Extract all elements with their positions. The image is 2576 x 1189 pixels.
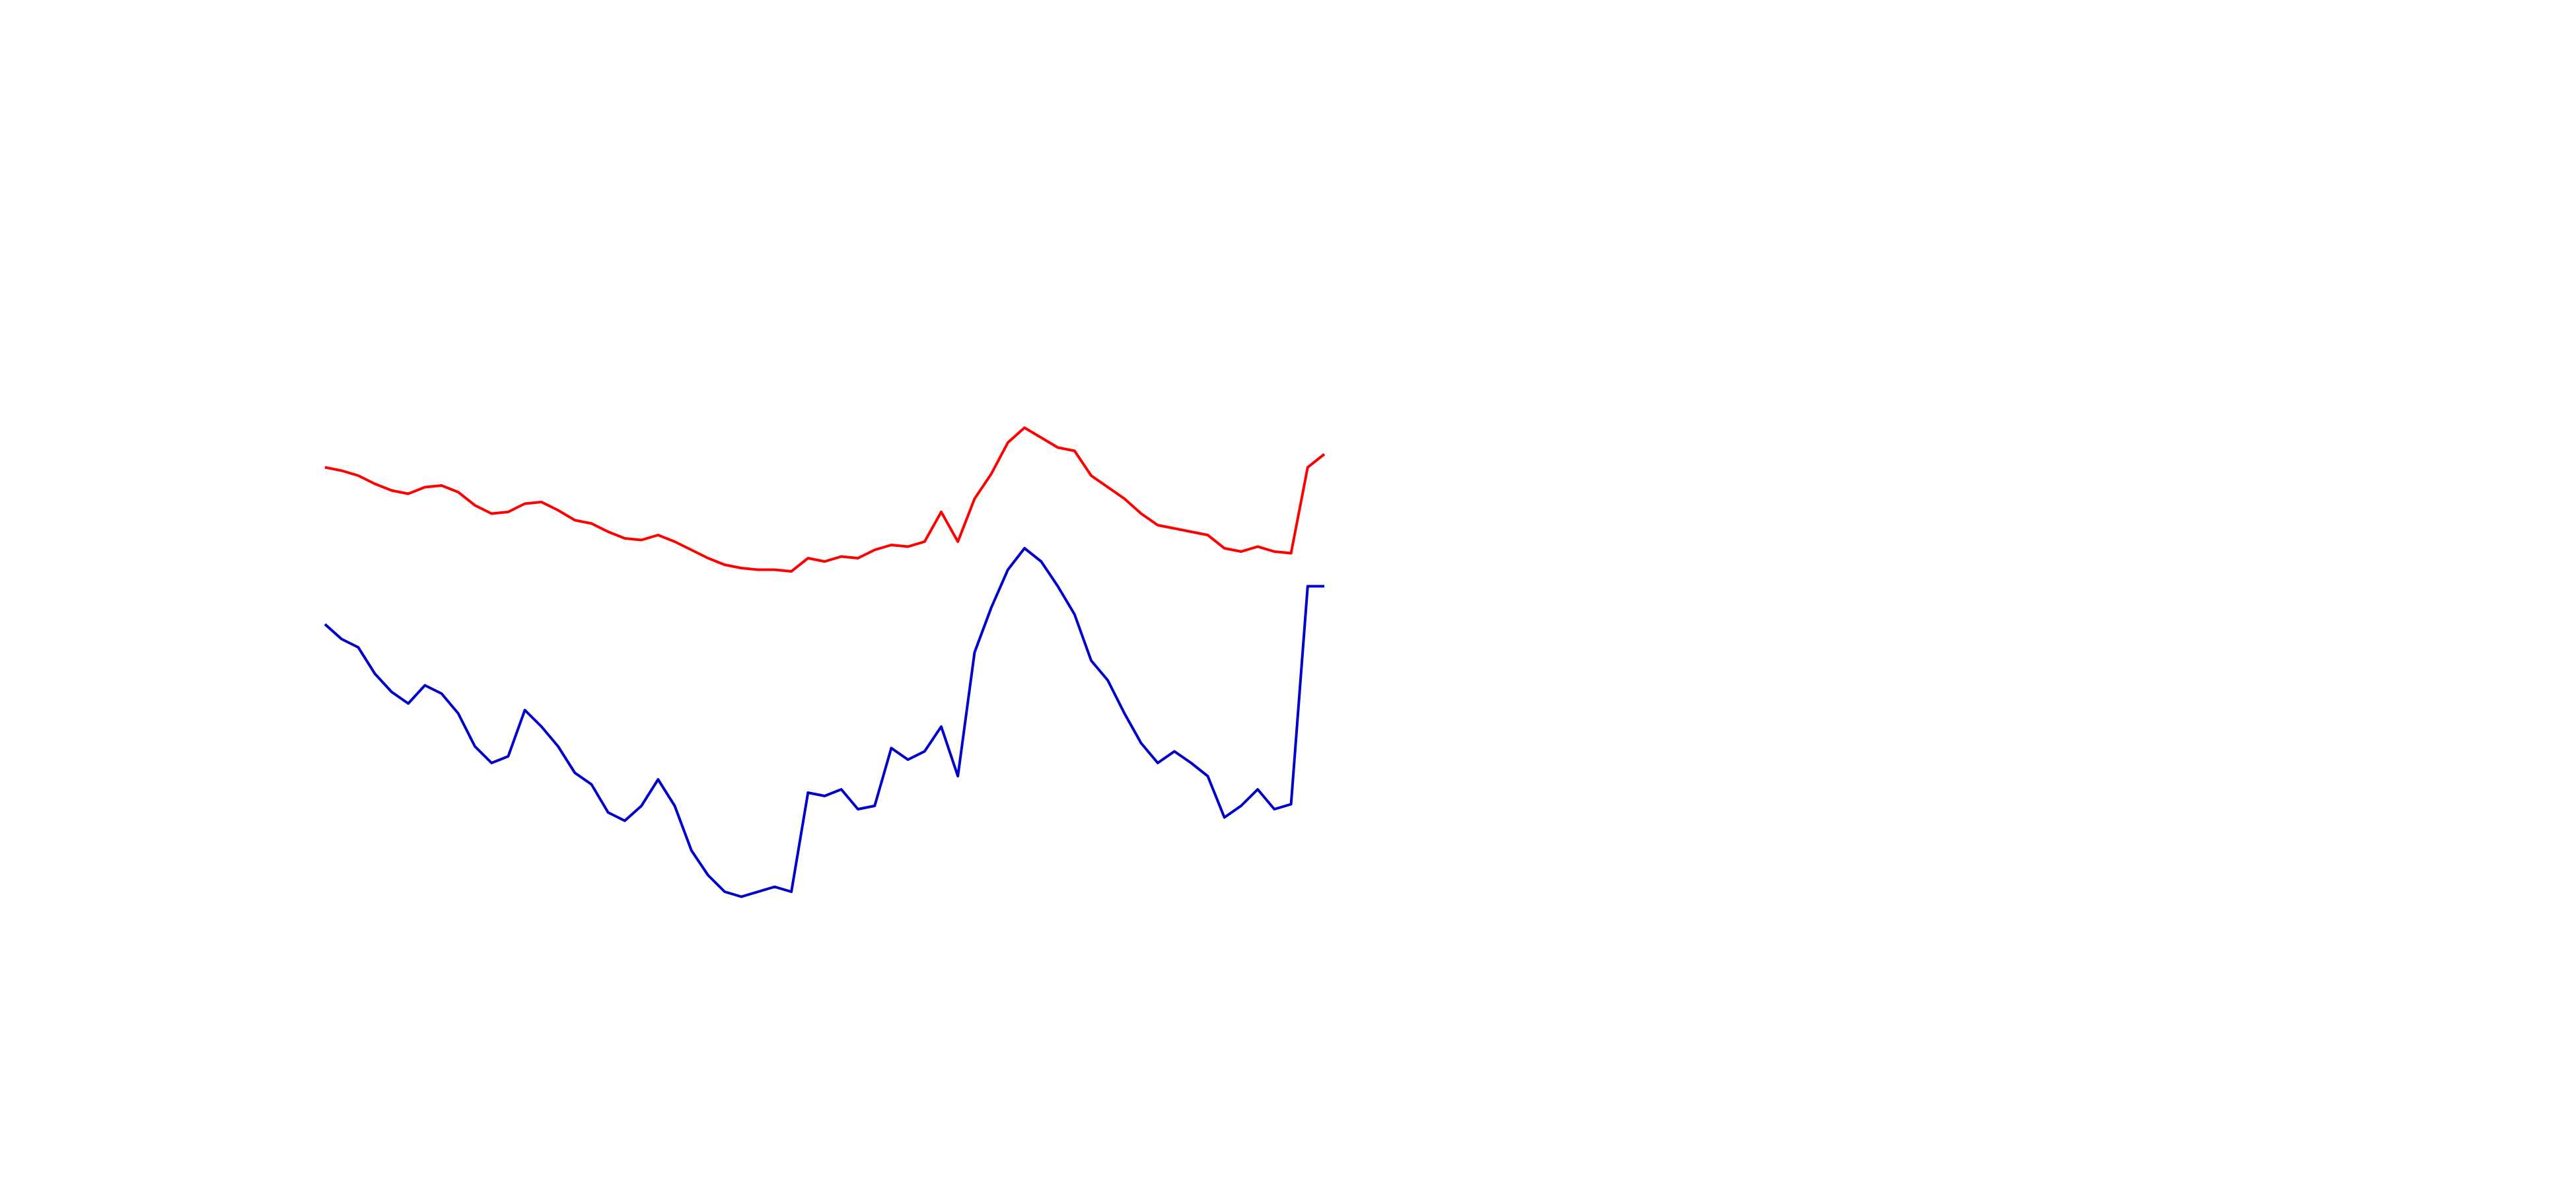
line-series [324, 547, 1324, 898]
line-series [324, 426, 1326, 573]
